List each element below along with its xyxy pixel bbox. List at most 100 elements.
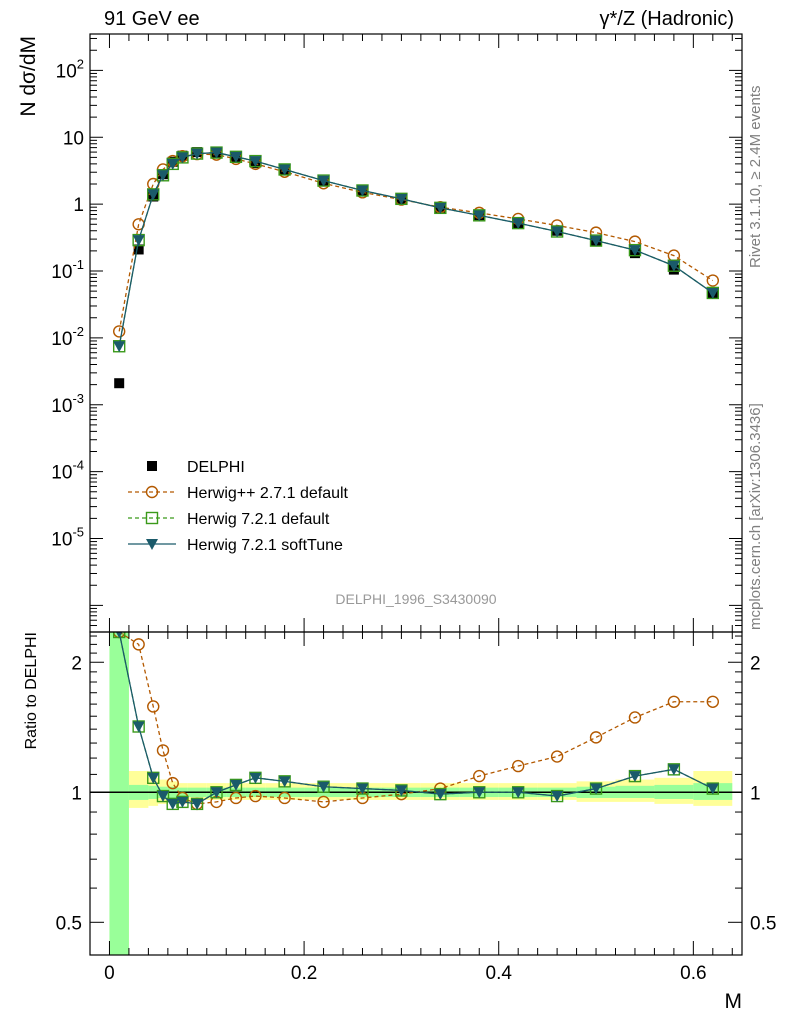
ratio-point-herwigpp (706, 695, 720, 708)
left-title: 91 GeV ee (104, 8, 200, 30)
ratio-point-herwigpp (667, 695, 681, 708)
ratio-point-herwigpp (473, 769, 486, 783)
ratio-point-softtune (628, 771, 641, 783)
ratio-point-herwigpp (166, 776, 179, 790)
main-line-softtune (118, 151, 714, 347)
ratio-ytick-label-left: 2 (71, 653, 82, 674)
ratio-point-herwigpp (317, 795, 330, 809)
main-ytick-label: 10-1 (51, 257, 84, 283)
ratio-point-softtune (132, 721, 145, 733)
ratio-line-herwig721 (118, 632, 714, 805)
ratio-point-softtune (210, 787, 223, 799)
main-point-softtune (132, 235, 145, 247)
ratio-point-softtune (395, 785, 408, 797)
ratio-band-green (109, 632, 129, 955)
ratio-point-softtune (667, 764, 680, 776)
legend-label-softtune: Herwig 7.2.1 softTune (187, 537, 343, 554)
ratio-point-softtune (706, 783, 719, 795)
main-point-softtune (210, 147, 223, 159)
main-point-herwigpp (112, 325, 126, 338)
ratio-line-herwigpp (118, 632, 713, 805)
main-line-herwig721 (118, 151, 714, 347)
main-point-data (114, 378, 125, 389)
legend-marker-softtune (146, 539, 158, 550)
ratio-ytick-label-right: 2 (750, 653, 761, 674)
ratio-frame (89, 631, 743, 956)
main-point-softtune (156, 170, 169, 182)
main-point-softtune (229, 151, 242, 163)
ratio-xtick-label: 0.6 (680, 963, 706, 984)
ratio-ytick-label-right: 1 (750, 783, 761, 804)
main-ytick-label: 10-3 (51, 391, 84, 417)
ratio-point-herwigpp (278, 791, 291, 805)
main-point-softtune (590, 235, 603, 247)
main-point-softtune (512, 218, 525, 230)
x-axis-label: M (725, 990, 743, 1013)
main-point-softtune (551, 226, 564, 238)
ratio-point-herwigpp (249, 789, 262, 803)
main-ytick-label: 102 (56, 56, 84, 82)
ratio-point-softtune (115, 632, 123, 638)
ratio-point-softtune (176, 796, 189, 808)
main-point-data (133, 244, 144, 255)
main-series-group (112, 146, 720, 389)
main-ytick-label: 10-2 (51, 324, 84, 350)
ratio-point-softtune (249, 772, 262, 784)
ratio-ytick-label-left: 1 (71, 783, 82, 804)
main-point-softtune (356, 185, 369, 197)
ratio-point-softtune (278, 776, 291, 788)
ratio-point-softtune (147, 772, 160, 784)
main-point-softtune (395, 193, 408, 205)
ratio-point-softtune (156, 791, 169, 803)
main-point-softtune (113, 341, 126, 353)
main-point-softtune (147, 189, 160, 201)
ratio-point-herwigpp (511, 759, 525, 773)
ratio-point-herwigpp (550, 750, 564, 763)
main-point-softtune (667, 260, 680, 272)
main-point-softtune (176, 152, 189, 164)
ratio-point-herwigpp (132, 638, 145, 651)
ratio-point-herwigpp (156, 744, 170, 757)
main-ytick-label: 10-5 (51, 525, 84, 551)
ratio-point-softtune (191, 798, 204, 810)
main-point-softtune (317, 175, 330, 187)
main-point-softtune (249, 156, 262, 168)
legend-marker-herwigpp (145, 485, 159, 499)
main-y-axis-label: N dσ/dM (17, 36, 40, 117)
ratio-xtick-label: 0.2 (291, 963, 317, 984)
right-title: γ*/Z (Hadronic) (599, 8, 734, 30)
ratio-point-herwigpp (628, 711, 642, 724)
legend-marker-data (147, 461, 157, 471)
ratio-ytick-label-left: 0.5 (56, 913, 82, 934)
legend-label-herwig721: Herwig 7.2.1 default (187, 511, 330, 528)
main-point-softtune (434, 202, 447, 214)
ratio-ytick-label-right: 0.5 (750, 913, 776, 934)
main-point-softtune (706, 287, 719, 299)
legend-marker-herwig721 (145, 511, 159, 525)
main-ytick-label: 1 (73, 195, 84, 216)
ratio-xtick-label: 0.4 (486, 963, 513, 984)
ratio-point-softtune (166, 798, 179, 810)
main-point-softtune (166, 158, 179, 170)
ratio-point-softtune (229, 779, 242, 791)
ratio-point-softtune (512, 787, 525, 799)
ratio-point-herwigpp (229, 791, 243, 805)
main-point-softtune (628, 245, 641, 257)
main-ytick-label: 10 (63, 128, 84, 149)
ratio-y-axis-label: Ratio to DELPHI (23, 632, 40, 749)
ratio-line-softtune (118, 632, 714, 805)
ratio-point-softtune (434, 789, 447, 801)
legend-label-data: DELPHI (187, 459, 245, 476)
main-point-herwigpp (706, 274, 720, 287)
ratio-point-herwigpp (589, 731, 603, 744)
main-point-softtune (473, 210, 486, 222)
main-line-herwigpp (118, 153, 714, 332)
ratio-point-softtune (473, 787, 486, 799)
main-point-softtune (191, 148, 204, 160)
legend-label-herwigpp: Herwig++ 2.7.1 default (187, 485, 349, 502)
ratio-point-softtune (317, 781, 330, 793)
analysis-watermark: DELPHI_1996_S3430090 (335, 591, 496, 607)
ratio-series-group (112, 632, 720, 811)
ratio-xtick-label: 0 (104, 963, 115, 984)
